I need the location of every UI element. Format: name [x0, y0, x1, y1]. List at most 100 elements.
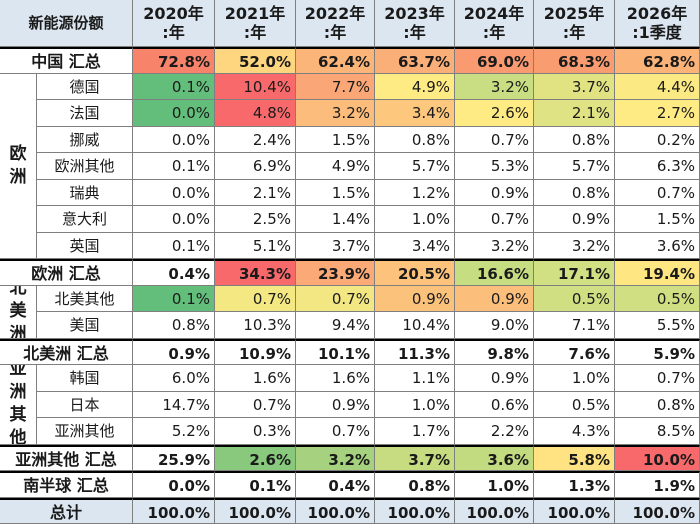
- data-cell: 23.9%: [296, 259, 375, 286]
- data-cell: 1.6%: [215, 365, 296, 392]
- row-label: 德国: [37, 73, 133, 100]
- row-label: 亚洲其他: [37, 418, 133, 445]
- row-label: 意大利: [37, 206, 133, 233]
- row-label: 挪威: [37, 126, 133, 153]
- data-cell: 6.3%: [615, 153, 700, 180]
- data-cell: 5.3%: [455, 153, 534, 180]
- data-cell: 10.0%: [615, 444, 700, 471]
- data-cell: 10.9%: [215, 338, 296, 365]
- data-cell: 1.0%: [534, 365, 615, 392]
- data-cell: 0.9%: [133, 338, 215, 365]
- data-cell: 3.4%: [375, 100, 455, 127]
- data-cell: 0.7%: [215, 285, 296, 312]
- data-cell: 0.9%: [534, 206, 615, 233]
- data-cell: 3.2%: [455, 73, 534, 100]
- data-cell: 0.8%: [534, 126, 615, 153]
- total-row-label: 北美洲 汇总: [0, 338, 133, 365]
- data-cell: 0.0%: [133, 206, 215, 233]
- data-cell: 0.7%: [615, 365, 700, 392]
- data-cell: 5.9%: [615, 338, 700, 365]
- data-cell: 0.9%: [455, 365, 534, 392]
- row-label: 英国: [37, 232, 133, 259]
- data-cell: 10.4%: [215, 73, 296, 100]
- column-header: 2020年:年: [133, 0, 215, 47]
- data-cell: 3.7%: [296, 232, 375, 259]
- data-cell: 7.6%: [534, 338, 615, 365]
- data-cell: 0.0%: [133, 100, 215, 127]
- data-cell: 100.0%: [215, 497, 296, 524]
- data-cell: 5.8%: [534, 444, 615, 471]
- total-row-label: 总计: [0, 497, 133, 524]
- data-cell: 9.4%: [296, 312, 375, 339]
- data-cell: 3.6%: [455, 444, 534, 471]
- region-label: 北美洲: [0, 285, 37, 339]
- data-cell: 7.1%: [534, 312, 615, 339]
- data-cell: 4.3%: [534, 418, 615, 445]
- data-cell: 0.8%: [133, 312, 215, 339]
- column-header: 2025年:年: [534, 0, 615, 47]
- data-cell: 25.9%: [133, 444, 215, 471]
- data-cell: 2.1%: [534, 100, 615, 127]
- data-cell: 8.5%: [615, 418, 700, 445]
- data-cell: 0.1%: [133, 232, 215, 259]
- total-row-label: 欧洲 汇总: [0, 259, 133, 286]
- column-period: :1季度: [632, 23, 682, 42]
- data-cell: 1.0%: [375, 391, 455, 418]
- column-header: 2026年:1季度: [615, 0, 700, 47]
- data-cell: 2.2%: [455, 418, 534, 445]
- data-cell: 20.5%: [375, 259, 455, 286]
- data-cell: 0.5%: [615, 285, 700, 312]
- data-cell: 0.5%: [534, 391, 615, 418]
- data-cell: 11.3%: [375, 338, 455, 365]
- data-cell: 1.2%: [375, 179, 455, 206]
- column-header: 2024年:年: [455, 0, 534, 47]
- data-cell: 0.0%: [133, 179, 215, 206]
- data-cell: 1.3%: [534, 471, 615, 498]
- data-cell: 10.1%: [296, 338, 375, 365]
- data-cell: 2.5%: [215, 206, 296, 233]
- data-cell: 100.0%: [375, 497, 455, 524]
- column-period: :年: [243, 23, 267, 42]
- column-header: 2023年:年: [375, 0, 455, 47]
- data-cell: 3.2%: [534, 232, 615, 259]
- data-cell: 0.7%: [455, 206, 534, 233]
- region-label: 亚洲其他: [0, 365, 37, 445]
- data-cell: 100.0%: [455, 497, 534, 524]
- data-cell: 0.3%: [215, 418, 296, 445]
- data-cell: 1.4%: [296, 206, 375, 233]
- data-cell: 3.6%: [615, 232, 700, 259]
- data-cell: 1.6%: [296, 365, 375, 392]
- data-cell: 0.8%: [375, 126, 455, 153]
- data-cell: 3.2%: [455, 232, 534, 259]
- data-cell: 0.9%: [296, 391, 375, 418]
- row-label: 瑞典: [37, 179, 133, 206]
- data-cell: 4.9%: [375, 73, 455, 100]
- data-cell: 4.9%: [296, 153, 375, 180]
- data-cell: 0.8%: [375, 471, 455, 498]
- column-period: :年: [403, 23, 426, 42]
- column-header: 2022年:年: [296, 0, 375, 47]
- data-cell: 63.7%: [375, 47, 455, 74]
- total-row-label: 中国 汇总: [0, 47, 133, 74]
- data-cell: 3.7%: [534, 73, 615, 100]
- data-cell: 0.9%: [375, 285, 455, 312]
- data-cell: 1.5%: [296, 179, 375, 206]
- column-period: :年: [482, 23, 506, 42]
- data-cell: 3.7%: [375, 444, 455, 471]
- column-year: 2022年: [304, 4, 366, 23]
- data-cell: 2.6%: [215, 444, 296, 471]
- data-cell: 17.1%: [534, 259, 615, 286]
- column-year: 2024年: [463, 4, 525, 23]
- data-cell: 1.1%: [375, 365, 455, 392]
- data-cell: 0.8%: [615, 391, 700, 418]
- data-cell: 3.2%: [296, 100, 375, 127]
- data-cell: 0.1%: [133, 73, 215, 100]
- data-cell: 16.6%: [455, 259, 534, 286]
- data-cell: 5.5%: [615, 312, 700, 339]
- data-cell: 19.4%: [615, 259, 700, 286]
- data-cell: 3.4%: [375, 232, 455, 259]
- row-label: 韩国: [37, 365, 133, 392]
- column-period: :年: [562, 23, 586, 42]
- data-cell: 0.4%: [296, 471, 375, 498]
